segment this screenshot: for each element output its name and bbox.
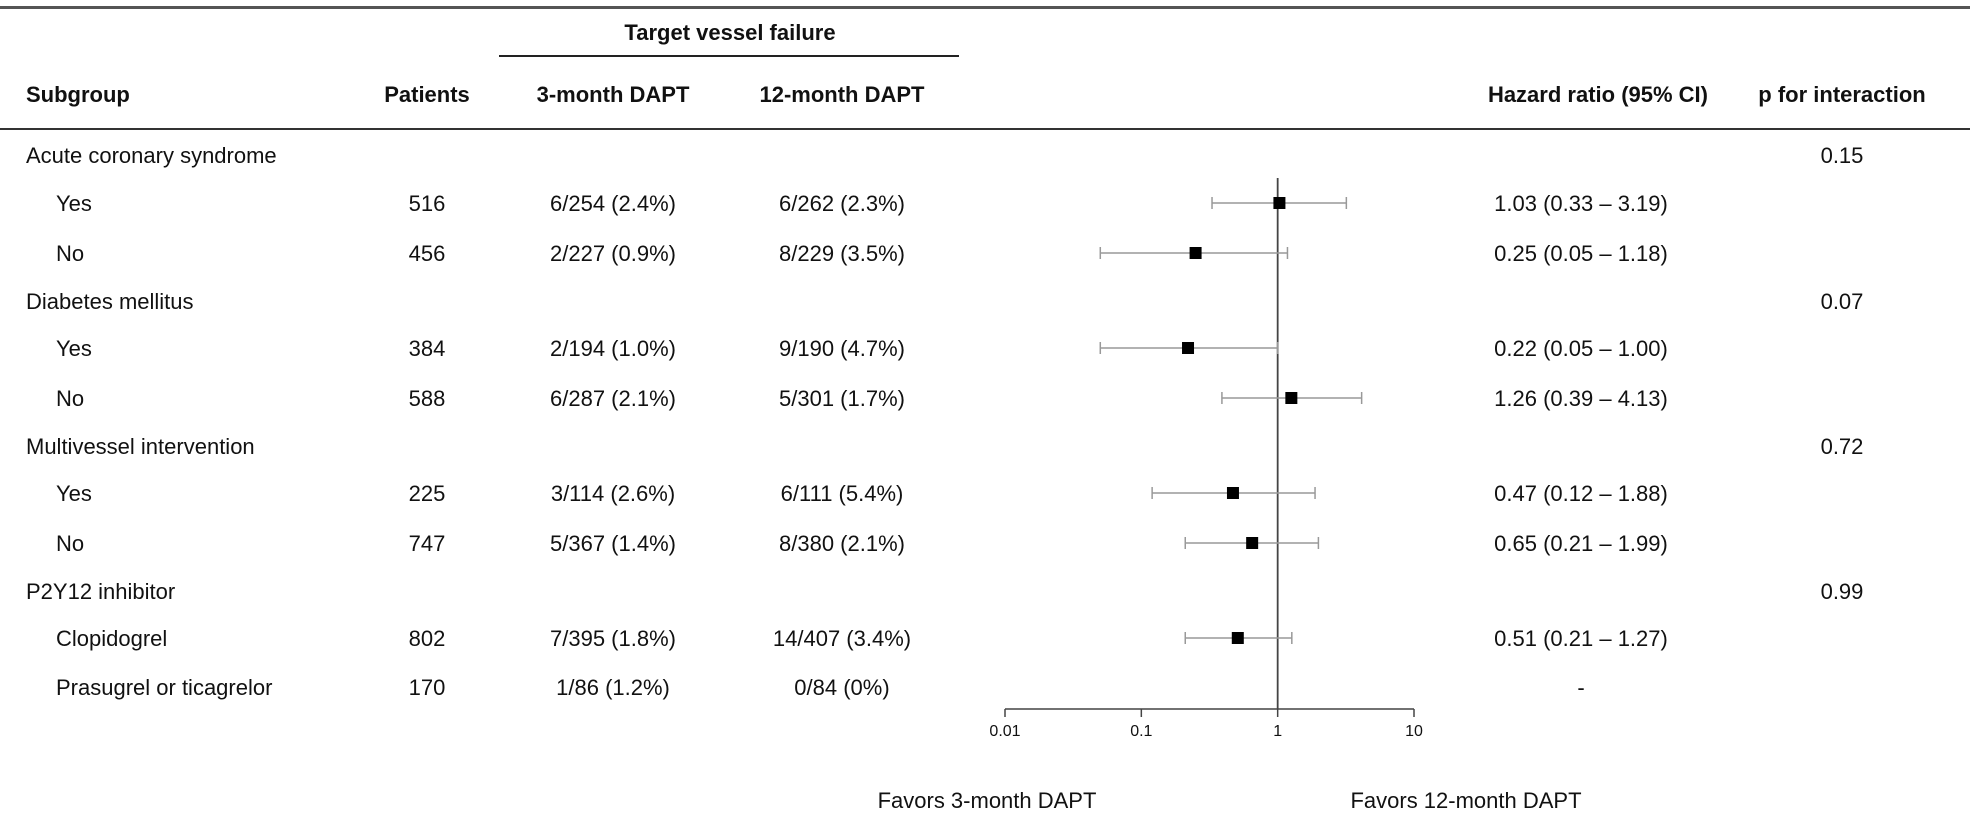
- group-label: Acute coronary syndrome: [26, 143, 277, 168]
- patients-value: 225: [408, 481, 446, 506]
- dapt12-value: 6/111 (5.4%): [780, 481, 904, 506]
- dapt12-value: 6/262 (2.3%): [779, 191, 905, 216]
- subgroup-label: Clopidogrel: [56, 626, 168, 651]
- patients-value: 456: [408, 241, 446, 266]
- hr-point-marker: [1226, 487, 1239, 499]
- dapt12-value: 8/380 (2.1%): [779, 531, 905, 556]
- top-rule: [0, 6, 1970, 9]
- x-tick-label: 0.01: [989, 723, 1020, 740]
- dapt12-value: 8/229 (3.5%): [779, 241, 905, 266]
- dapt12-value: 9/190 (4.7%): [779, 336, 905, 361]
- patients-value: 802: [408, 626, 446, 651]
- p-interaction: 0.07: [1820, 289, 1864, 314]
- x-tick-label: 0.1: [1130, 723, 1152, 740]
- hr-text: -: [1577, 675, 1585, 700]
- subgroup-label: No: [56, 241, 85, 266]
- subgroup-label: Yes: [56, 191, 92, 216]
- dapt3-value: 1/86 (1.2%): [556, 675, 670, 700]
- header-p-interaction: p for interaction: [1758, 82, 1926, 107]
- hr-text: 1.03 (0.33 – 3.19): [1494, 191, 1668, 216]
- hr-point-marker: [1273, 197, 1286, 209]
- group-header-underline: [499, 55, 959, 57]
- subgroup-label: No: [56, 531, 85, 556]
- group-label: P2Y12 inhibitor: [26, 579, 176, 604]
- p-interaction: 0.99: [1820, 579, 1864, 604]
- favors-left-label: Favors 3-month DAPT: [877, 788, 1097, 813]
- group-label: Multivessel intervention: [26, 434, 255, 459]
- hr-text: 1.26 (0.39 – 4.13): [1494, 386, 1668, 411]
- hr-text: 0.22 (0.05 – 1.00): [1494, 336, 1668, 361]
- patients-value: 170: [408, 675, 446, 700]
- dapt3-value: 2/194 (1.0%): [550, 336, 676, 361]
- hr-point-marker: [1231, 632, 1244, 644]
- dapt12-value: 14/407 (3.4%): [772, 626, 912, 651]
- group-header: Target vessel failure: [624, 20, 836, 45]
- dapt3-value: 6/254 (2.4%): [550, 191, 676, 216]
- header-rule: [0, 128, 1970, 130]
- hr-text: 0.47 (0.12 – 1.88): [1494, 481, 1668, 506]
- header-3month-dapt: 3-month DAPT: [536, 82, 690, 107]
- patients-value: 384: [408, 336, 446, 361]
- patients-value: 588: [408, 386, 446, 411]
- dapt12-value: 0/84 (0%): [794, 675, 890, 700]
- dapt3-value: 2/227 (0.9%): [550, 241, 676, 266]
- p-interaction: 0.15: [1820, 143, 1864, 168]
- dapt3-value: 7/395 (1.8%): [550, 626, 676, 651]
- header-subgroup: Subgroup: [26, 82, 130, 107]
- hr-text: 0.51 (0.21 – 1.27): [1494, 626, 1668, 651]
- favors-right-label: Favors 12-month DAPT: [1350, 788, 1582, 813]
- header-12month-dapt: 12-month DAPT: [759, 82, 925, 107]
- subgroup-label: No: [56, 386, 85, 411]
- hr-point-marker: [1285, 392, 1298, 404]
- dapt3-value: 5/367 (1.4%): [550, 531, 676, 556]
- hr-point-marker: [1182, 342, 1195, 354]
- hr-text: 0.25 (0.05 – 1.18): [1494, 241, 1668, 266]
- hr-text: 0.65 (0.21 – 1.99): [1494, 531, 1668, 556]
- dapt3-value: 6/287 (2.1%): [550, 386, 676, 411]
- header-patients: Patients: [384, 82, 470, 107]
- x-tick-label: 1: [1273, 723, 1282, 740]
- dapt3-value: 3/114 (2.6%): [550, 481, 676, 506]
- x-tick-label: 10: [1405, 723, 1423, 740]
- p-interaction: 0.72: [1820, 434, 1864, 459]
- group-label: Diabetes mellitus: [26, 289, 194, 314]
- subgroup-label: Prasugrel or ticagrelor: [56, 675, 273, 700]
- dapt12-value: 5/301 (1.7%): [779, 386, 905, 411]
- hr-point-marker: [1189, 247, 1202, 259]
- hr-point-marker: [1246, 537, 1259, 549]
- patients-value: 747: [408, 531, 446, 556]
- patients-value: 516: [408, 191, 446, 216]
- subgroup-label: Yes: [56, 481, 92, 506]
- subgroup-label: Yes: [56, 336, 92, 361]
- header-hazard-ratio: Hazard ratio (95% CI): [1487, 82, 1708, 107]
